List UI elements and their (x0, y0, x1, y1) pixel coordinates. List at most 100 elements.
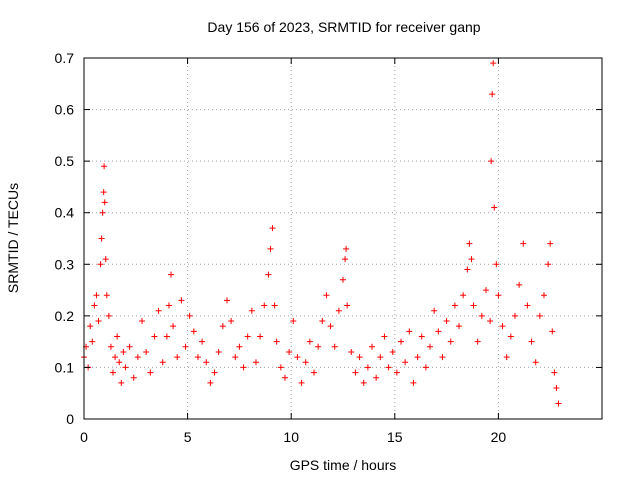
data-point (130, 374, 137, 381)
data-point (310, 369, 317, 376)
data-point (393, 369, 400, 376)
data-point (257, 333, 264, 340)
data-point (170, 323, 177, 330)
data-point (414, 354, 421, 361)
data-point (319, 318, 326, 325)
y-tick-label: 0 (66, 411, 74, 427)
data-point (228, 318, 235, 325)
y-tick-label: 0.1 (55, 359, 75, 375)
data-point (261, 302, 268, 309)
data-point (281, 374, 288, 381)
data-point (100, 189, 107, 196)
x-tick-label: 0 (80, 429, 88, 445)
data-point (178, 297, 185, 304)
data-point (273, 338, 280, 345)
data-point (271, 302, 278, 309)
data-point (151, 333, 158, 340)
data-point (114, 333, 121, 340)
data-point (112, 354, 119, 361)
data-point (373, 374, 380, 381)
plot-frame (83, 57, 603, 420)
data-point (267, 245, 274, 252)
data-point (356, 354, 363, 361)
data-point (105, 312, 112, 319)
tick-labels: 0 0.1 0.2 0.3 0.4 0.5 0.6 0.7 0 5 10 15 20 (55, 50, 507, 445)
data-point (323, 292, 330, 299)
x-tick-label: 10 (283, 429, 299, 445)
data-point (352, 369, 359, 376)
data-point (174, 354, 181, 361)
data-point (406, 328, 413, 335)
data-point (286, 348, 293, 355)
data-point (294, 354, 301, 361)
data-point (87, 323, 94, 330)
data-point (116, 359, 123, 366)
data-point (410, 379, 417, 386)
data-point (97, 261, 104, 268)
y-axis-label: SRMTID / TECUs (5, 183, 21, 293)
data-point (126, 343, 133, 350)
data-point (182, 343, 189, 350)
data-point (418, 333, 425, 340)
data-point (528, 338, 535, 345)
data-point (402, 359, 409, 366)
y-tick-label: 0.2 (55, 308, 75, 324)
data-point (101, 163, 108, 170)
data-point (474, 338, 481, 345)
y-tick-label: 0.3 (55, 256, 75, 272)
data-point (118, 379, 125, 386)
data-point (491, 204, 498, 211)
data-point (460, 292, 467, 299)
data-point (95, 318, 102, 325)
data-point (369, 343, 376, 350)
data-point (516, 281, 523, 288)
data-point (232, 354, 239, 361)
data-point (524, 302, 531, 309)
data-point (290, 318, 297, 325)
data-point (252, 359, 259, 366)
grid (84, 58, 602, 419)
data-point (470, 302, 477, 309)
x-axis-label: GPS time / hours (290, 457, 397, 473)
data-point (203, 359, 210, 366)
data-point (211, 369, 218, 376)
data-point (265, 271, 272, 278)
data-point (532, 359, 539, 366)
data-point (540, 292, 547, 299)
data-point (451, 302, 458, 309)
data-point (493, 261, 500, 268)
data-point (194, 354, 201, 361)
data-point (306, 338, 313, 345)
data-point (487, 318, 494, 325)
data-point (139, 318, 146, 325)
data-point (91, 302, 98, 309)
data-point (102, 256, 109, 263)
y-tick-label: 0.4 (55, 205, 75, 221)
data-point (464, 266, 471, 273)
data-point (427, 343, 434, 350)
data-point (223, 297, 230, 304)
data-point (103, 292, 110, 299)
data-point (99, 209, 106, 216)
data-point (302, 359, 309, 366)
data-point (545, 261, 552, 268)
axis-ticks (83, 57, 602, 420)
data-point (343, 245, 350, 252)
data-point (190, 328, 197, 335)
data-point (536, 312, 543, 319)
data-point (478, 312, 485, 319)
data-point (385, 364, 392, 371)
chart-title: Day 156 of 2023, SRMTID for receiver gan… (207, 19, 480, 35)
data-point (360, 379, 367, 386)
data-point (377, 354, 384, 361)
data-point (555, 400, 562, 407)
data-point (207, 379, 214, 386)
data-point (344, 302, 351, 309)
data-point (168, 271, 175, 278)
data-point (93, 292, 100, 299)
data-point (511, 312, 518, 319)
data-point (495, 292, 502, 299)
data-point (439, 354, 446, 361)
data-point (186, 312, 193, 319)
